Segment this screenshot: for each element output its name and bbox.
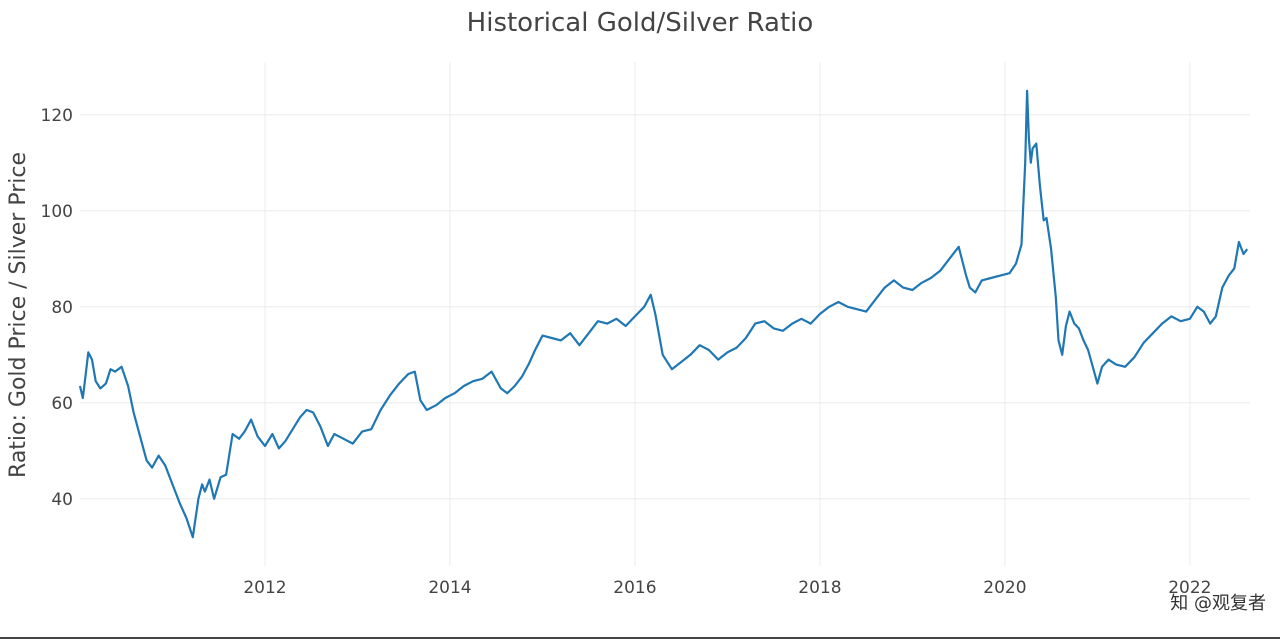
watermark-text: 知 @观复者 bbox=[1170, 593, 1266, 614]
x-tick-label: 2020 bbox=[983, 578, 1026, 598]
x-tick-label: 2012 bbox=[243, 578, 286, 598]
y-axis-label: Ratio: Gold Price / Silver Price bbox=[6, 152, 31, 478]
y-tick-labels: 40 60 80 100 120 bbox=[41, 106, 73, 510]
y-tick-label: 100 bbox=[41, 202, 73, 222]
y-tick-label: 120 bbox=[41, 106, 73, 126]
x-tick-label: 2022 bbox=[1168, 578, 1211, 598]
x-tick-labels: 2012 2014 2016 2018 2020 2022 bbox=[243, 578, 1211, 598]
y-tick-label: 40 bbox=[51, 490, 73, 510]
y-tick-label: 60 bbox=[51, 394, 73, 414]
chart-title: Historical Gold/Silver Ratio bbox=[467, 8, 814, 38]
x-gridlines bbox=[264, 62, 1191, 566]
x-tick-label: 2018 bbox=[798, 578, 841, 598]
x-tick-label: 2016 bbox=[613, 578, 656, 598]
series-line-ratio bbox=[78, 89, 1249, 539]
x-tick-label: 2014 bbox=[428, 578, 471, 598]
y-tick-label: 80 bbox=[51, 298, 73, 318]
y-gridlines bbox=[80, 114, 1250, 500]
